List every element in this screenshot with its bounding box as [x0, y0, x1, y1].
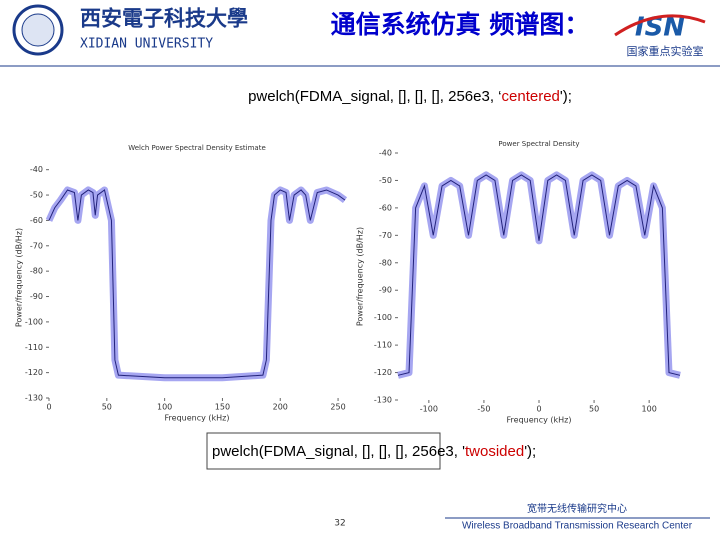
- university-logo: [12, 4, 64, 56]
- y-tick-label: -50: [30, 191, 43, 200]
- y-tick-label: -80: [30, 267, 43, 276]
- x-tick-label: -50: [477, 405, 490, 414]
- y-tick-label: -90: [379, 286, 392, 295]
- command-part: ');: [524, 443, 536, 460]
- page-number: 32: [334, 519, 345, 529]
- y-tick-label: -130: [374, 396, 392, 405]
- y-tick-label: -100: [374, 313, 392, 322]
- y-tick-label: -130: [25, 394, 43, 403]
- x-axis-label: Frequency (kHz): [507, 416, 572, 425]
- chart-title: Power Spectral Density: [498, 140, 579, 148]
- slide-title: 通信系统仿真 频谱图：: [331, 10, 590, 39]
- y-tick-label: -70: [30, 241, 43, 250]
- lab-name: 国家重点实验室: [627, 44, 704, 58]
- x-tick-label: 150: [215, 403, 230, 412]
- x-tick-label: 50: [102, 403, 112, 412]
- university-en: XIDIAN UNIVERSITY: [80, 37, 213, 52]
- x-tick-label: 100: [642, 405, 657, 414]
- y-tick-label: -110: [25, 343, 43, 352]
- command-part: pwelch(FDMA_signal, [], [], [], 256e3, ‘: [248, 88, 501, 105]
- x-tick-label: 200: [273, 403, 288, 412]
- y-tick-label: -60: [379, 203, 392, 212]
- y-axis-label: Power/frequency (dB/Hz): [15, 228, 24, 327]
- psd-line: [397, 174, 681, 376]
- command-part: ');: [560, 88, 572, 105]
- psd-line: [48, 189, 346, 379]
- center-cn: 宽带无线传输研究中心: [527, 502, 627, 515]
- command-box: [206, 432, 441, 470]
- x-tick-label: 100: [157, 403, 172, 412]
- x-tick-label: 250: [330, 403, 345, 412]
- y-tick-label: -100: [25, 317, 43, 326]
- lab-logo-swoosh: [614, 14, 706, 37]
- x-axis-label: Frequency (kHz): [165, 414, 230, 423]
- x-tick-label: 50: [589, 405, 599, 414]
- x-tick-label: 0: [536, 405, 541, 414]
- university-logo-inner: [21, 13, 55, 47]
- y-tick-label: -60: [30, 216, 43, 225]
- command-part: pwelch(FDMA_signal, [], [], [], 256e3, ': [212, 443, 465, 460]
- y-tick-label: -90: [30, 292, 43, 301]
- y-tick-label: -120: [374, 368, 392, 377]
- y-tick-label: -40: [30, 165, 43, 174]
- charts: Welch Power Spectral Density Estimate Fre…: [15, 140, 681, 425]
- command-option: twosided: [465, 443, 524, 460]
- center-en: Wireless Broadband Transmission Research…: [462, 521, 693, 532]
- command-top: pwelch(FDMA_signal, [], [], [], 256e3, ‘…: [248, 88, 572, 105]
- x-tick-label: -100: [420, 405, 438, 414]
- y-axis-label: Power/frequency (dB/Hz): [356, 227, 365, 326]
- y-tick-label: -50: [379, 176, 392, 185]
- chart-title: Welch Power Spectral Density Estimate: [128, 144, 266, 152]
- y-tick-label: -120: [25, 368, 43, 377]
- y-tick-label: -110: [374, 341, 392, 350]
- command-option: centered: [502, 88, 560, 105]
- x-tick-label: 0: [46, 403, 51, 412]
- y-tick-label: -40: [379, 149, 392, 158]
- y-tick-label: -80: [379, 258, 392, 267]
- command-bottom: pwelch(FDMA_signal, [], [], [], 256e3, '…: [212, 443, 536, 460]
- university-cn: 西安電子科技大學: [80, 6, 248, 31]
- y-tick-label: -70: [379, 231, 392, 240]
